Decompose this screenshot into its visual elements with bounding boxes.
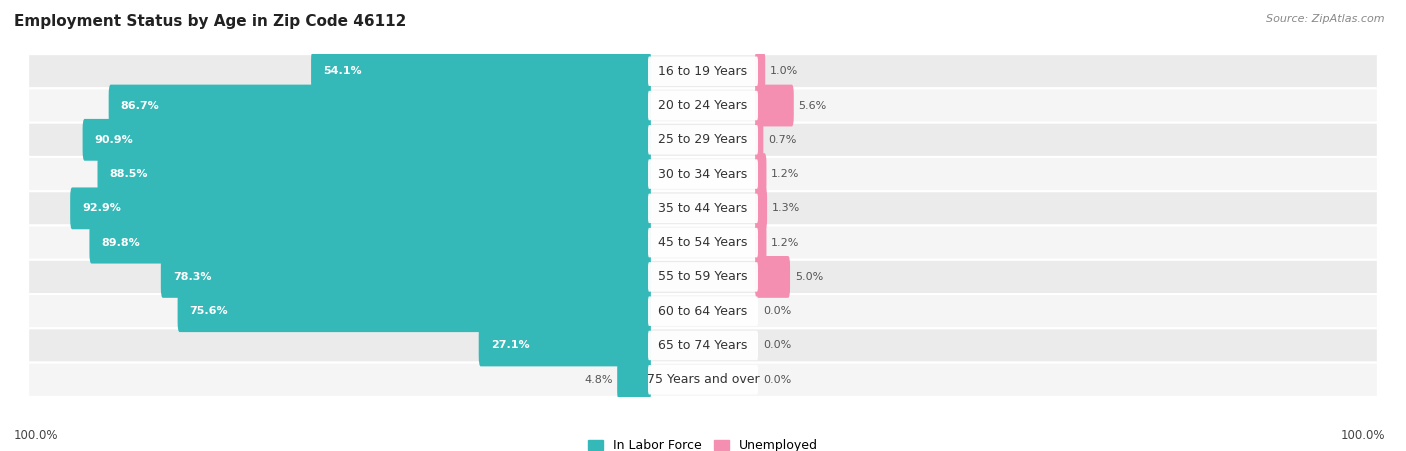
FancyBboxPatch shape <box>83 119 651 161</box>
FancyBboxPatch shape <box>648 159 758 189</box>
FancyBboxPatch shape <box>478 325 651 366</box>
FancyBboxPatch shape <box>648 193 758 223</box>
FancyBboxPatch shape <box>648 262 758 292</box>
Text: 30 to 34 Years: 30 to 34 Years <box>658 168 748 180</box>
Text: 4.8%: 4.8% <box>583 375 613 385</box>
FancyBboxPatch shape <box>648 365 758 395</box>
Text: 65 to 74 Years: 65 to 74 Years <box>658 339 748 352</box>
FancyBboxPatch shape <box>755 256 790 298</box>
FancyBboxPatch shape <box>755 222 766 263</box>
Text: 27.1%: 27.1% <box>491 341 530 350</box>
Text: 0.7%: 0.7% <box>768 135 796 145</box>
Text: Employment Status by Age in Zip Code 46112: Employment Status by Age in Zip Code 461… <box>14 14 406 28</box>
Text: 0.0%: 0.0% <box>763 306 792 316</box>
Text: 45 to 54 Years: 45 to 54 Years <box>658 236 748 249</box>
FancyBboxPatch shape <box>755 188 768 229</box>
FancyBboxPatch shape <box>755 153 766 195</box>
FancyBboxPatch shape <box>28 363 1378 397</box>
Text: 16 to 19 Years: 16 to 19 Years <box>658 65 748 78</box>
Text: 5.6%: 5.6% <box>799 101 827 110</box>
FancyBboxPatch shape <box>617 359 651 400</box>
Text: 1.0%: 1.0% <box>770 66 799 76</box>
FancyBboxPatch shape <box>90 222 651 263</box>
FancyBboxPatch shape <box>177 290 651 332</box>
Text: 78.3%: 78.3% <box>173 272 211 282</box>
FancyBboxPatch shape <box>97 153 651 195</box>
FancyBboxPatch shape <box>648 91 758 120</box>
FancyBboxPatch shape <box>648 228 758 258</box>
Text: Source: ZipAtlas.com: Source: ZipAtlas.com <box>1267 14 1385 23</box>
FancyBboxPatch shape <box>755 119 763 161</box>
FancyBboxPatch shape <box>648 296 758 326</box>
Text: 35 to 44 Years: 35 to 44 Years <box>658 202 748 215</box>
FancyBboxPatch shape <box>755 85 794 126</box>
Text: 86.7%: 86.7% <box>121 101 159 110</box>
Text: 100.0%: 100.0% <box>1340 429 1385 442</box>
FancyBboxPatch shape <box>648 125 758 155</box>
Text: 90.9%: 90.9% <box>94 135 134 145</box>
Text: 60 to 64 Years: 60 to 64 Years <box>658 305 748 318</box>
Text: 75.6%: 75.6% <box>190 306 228 316</box>
FancyBboxPatch shape <box>28 226 1378 260</box>
Text: 92.9%: 92.9% <box>83 203 121 213</box>
FancyBboxPatch shape <box>28 260 1378 294</box>
FancyBboxPatch shape <box>28 328 1378 363</box>
Text: 89.8%: 89.8% <box>101 238 141 248</box>
Text: 55 to 59 Years: 55 to 59 Years <box>658 271 748 283</box>
Legend: In Labor Force, Unemployed: In Labor Force, Unemployed <box>588 439 818 451</box>
FancyBboxPatch shape <box>311 51 651 92</box>
FancyBboxPatch shape <box>648 331 758 360</box>
Text: 5.0%: 5.0% <box>794 272 823 282</box>
Text: 54.1%: 54.1% <box>323 66 361 76</box>
FancyBboxPatch shape <box>28 191 1378 226</box>
Text: 20 to 24 Years: 20 to 24 Years <box>658 99 748 112</box>
Text: 25 to 29 Years: 25 to 29 Years <box>658 133 748 146</box>
Text: 100.0%: 100.0% <box>14 429 59 442</box>
FancyBboxPatch shape <box>648 56 758 86</box>
Text: 88.5%: 88.5% <box>110 169 148 179</box>
Text: 0.0%: 0.0% <box>763 375 792 385</box>
FancyBboxPatch shape <box>160 256 651 298</box>
FancyBboxPatch shape <box>755 51 765 92</box>
FancyBboxPatch shape <box>28 88 1378 123</box>
FancyBboxPatch shape <box>28 54 1378 88</box>
FancyBboxPatch shape <box>28 157 1378 191</box>
Text: 1.2%: 1.2% <box>770 169 800 179</box>
FancyBboxPatch shape <box>28 294 1378 328</box>
Text: 1.3%: 1.3% <box>772 203 800 213</box>
FancyBboxPatch shape <box>108 85 651 126</box>
Text: 0.0%: 0.0% <box>763 341 792 350</box>
FancyBboxPatch shape <box>70 188 651 229</box>
Text: 75 Years and over: 75 Years and over <box>647 373 759 386</box>
FancyBboxPatch shape <box>28 123 1378 157</box>
Text: 1.2%: 1.2% <box>770 238 800 248</box>
